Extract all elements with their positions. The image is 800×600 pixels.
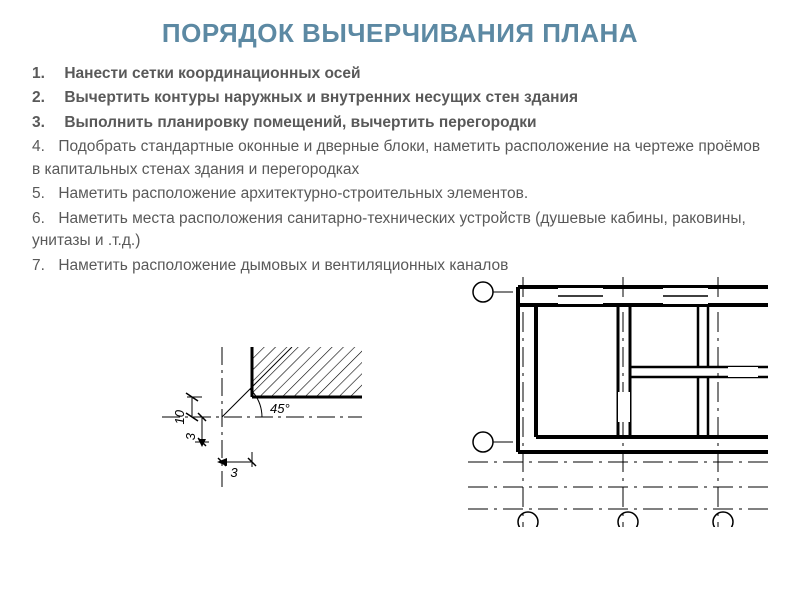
dim-3h-label: 3	[230, 465, 238, 480]
list-item: 3. Выполнить планировку помещений, вычер…	[32, 112, 768, 134]
slide-title: ПОРЯДОК ВЫЧЕРЧИВАНИЯ ПЛАНА	[32, 18, 768, 49]
list-item: 2. Вычертить контуры наружных и внутренн…	[32, 87, 768, 109]
item-text: Вычертить контуры наружных и внутренних …	[58, 89, 578, 106]
list-item: 1. Нанести сетки координационных осей	[32, 63, 768, 85]
slide-root: ПОРЯДОК ВЫЧЕРЧИВАНИЯ ПЛАНА 1. Нанести се…	[0, 0, 800, 600]
list-item: 6. Наметить места расположения санитарно…	[32, 208, 768, 253]
angle-45-label: 45°	[270, 401, 290, 416]
figures-row: 10 45° 3 3	[32, 287, 768, 537]
item-text: Наметить расположение дымовых и вентиляц…	[58, 257, 508, 274]
item-number: 6.	[32, 208, 54, 230]
item-number: 2.	[32, 87, 54, 109]
list-item: 7. Наметить расположение дымовых и венти…	[32, 255, 768, 277]
item-text: Наметить расположение архитектурно-строи…	[58, 185, 528, 202]
item-text: Наметить места расположения санитарно-те…	[32, 210, 746, 249]
item-text: Нанести сетки координационных осей	[58, 65, 360, 82]
item-text: Подобрать стандартные оконные и дверные …	[32, 138, 760, 177]
item-number: 1.	[32, 63, 54, 85]
item-number: 3.	[32, 112, 54, 134]
item-text: Выполнить планировку помещений, вычертит…	[58, 114, 536, 131]
item-number: 7.	[32, 255, 54, 277]
item-number: 4.	[32, 136, 54, 158]
dim-3v-label: 3	[183, 432, 198, 440]
plan-svg	[468, 277, 768, 527]
list-item: 5. Наметить расположение архитектурно-ст…	[32, 183, 768, 205]
detail-svg: 10 45° 3 3	[162, 347, 362, 487]
detail-figure: 10 45° 3 3	[162, 347, 362, 487]
list-item: 4. Подобрать стандартные оконные и дверн…	[32, 136, 768, 181]
item-number: 5.	[32, 183, 54, 205]
plan-figure	[468, 277, 768, 527]
dim-10-label: 10	[172, 409, 187, 424]
ordered-list: 1. Нанести сетки координационных осей 2.…	[32, 63, 768, 277]
